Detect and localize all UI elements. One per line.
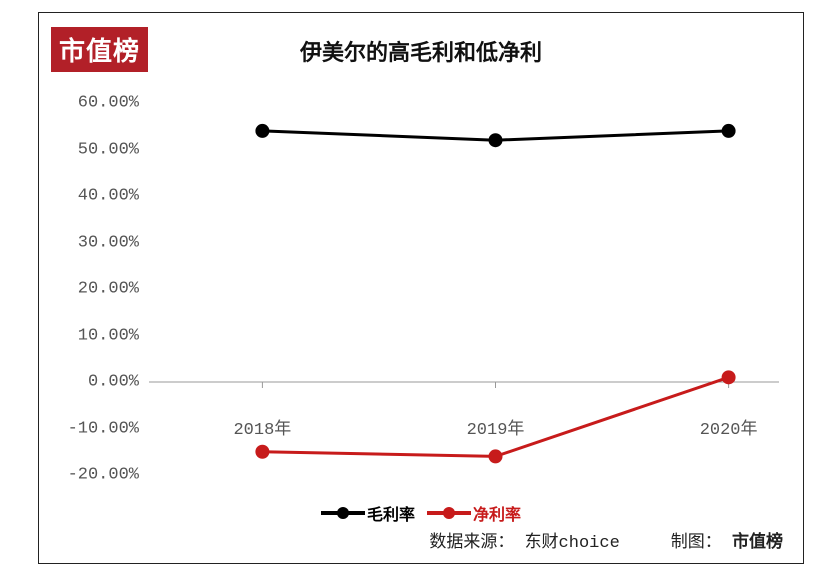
legend-item: 毛利率 bbox=[321, 501, 415, 525]
y-tick-label: 0.00% bbox=[88, 373, 139, 392]
legend-marker-icon bbox=[443, 507, 455, 519]
credit-label: 制图： bbox=[671, 534, 722, 553]
plot-area: -20.00%-10.00%0.00%10.00%20.00%30.00%40.… bbox=[149, 103, 779, 475]
source-value: 东财choice bbox=[525, 534, 620, 553]
x-tick-label: 2019年 bbox=[467, 414, 525, 440]
footer: 数据来源： 东财choice 制图： 市值榜 bbox=[429, 527, 783, 553]
y-tick-label: 30.00% bbox=[78, 233, 139, 252]
x-tick-label: 2020年 bbox=[700, 414, 758, 440]
chart-card: 市值榜 伊美尔的高毛利和低净利 -20.00%-10.00%0.00%10.00… bbox=[38, 12, 804, 564]
legend-label: 毛利率 bbox=[367, 501, 415, 525]
legend-label: 净利率 bbox=[473, 501, 521, 525]
legend-marker-icon bbox=[337, 507, 349, 519]
chart-frame: 市值榜 伊美尔的高毛利和低净利 -20.00%-10.00%0.00%10.00… bbox=[0, 0, 830, 582]
y-tick-label: -10.00% bbox=[68, 419, 139, 438]
credit-value: 市值榜 bbox=[732, 532, 783, 551]
legend-swatch bbox=[321, 511, 365, 515]
y-tick-label: 20.00% bbox=[78, 280, 139, 299]
source-label: 数据来源： bbox=[429, 534, 514, 553]
y-tick-label: -20.00% bbox=[68, 466, 139, 485]
legend-item: 净利率 bbox=[427, 501, 521, 525]
y-tick-label: 50.00% bbox=[78, 140, 139, 159]
y-tick-label: 60.00% bbox=[78, 94, 139, 113]
chart-title: 伊美尔的高毛利和低净利 bbox=[39, 35, 803, 67]
legend: 毛利率 净利率 bbox=[39, 501, 803, 525]
x-tick-label: 2018年 bbox=[233, 414, 291, 440]
legend-swatch bbox=[427, 511, 471, 515]
y-tick-label: 40.00% bbox=[78, 187, 139, 206]
y-tick-label: 10.00% bbox=[78, 326, 139, 345]
